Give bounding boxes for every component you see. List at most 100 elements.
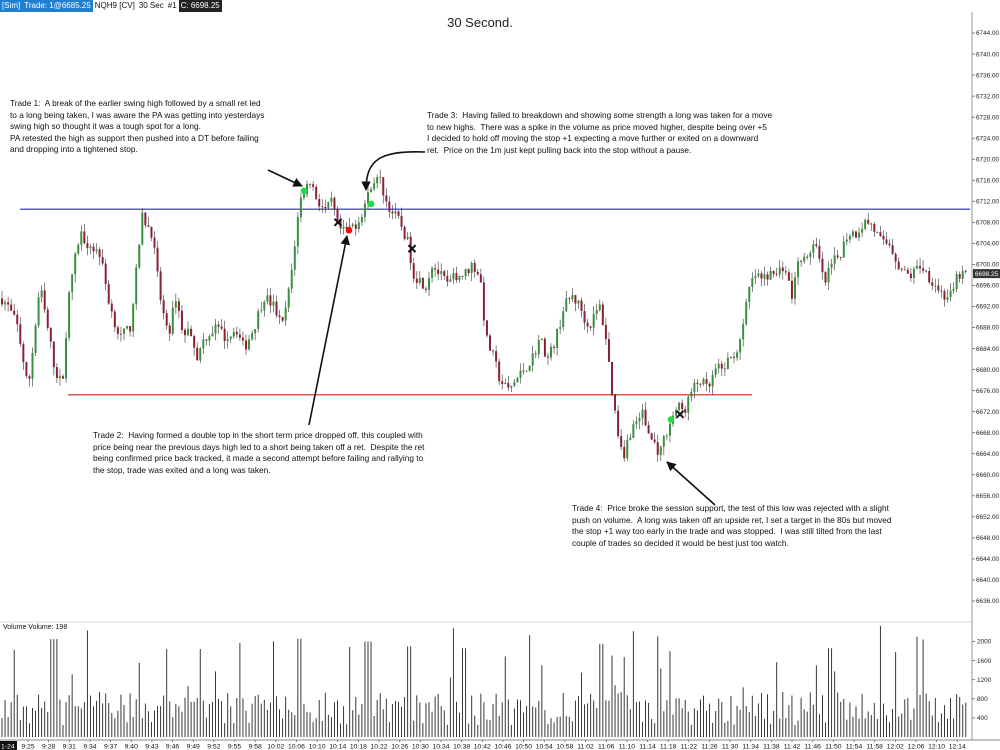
- candle-body: [482, 282, 485, 321]
- candle-body: [739, 339, 742, 353]
- candle-body: [861, 228, 864, 233]
- candle-body: [116, 327, 119, 334]
- annotation-trade3: Trade 3: Having failed to breakdown and …: [427, 110, 773, 155]
- candle-body: [589, 326, 592, 328]
- candle-body: [232, 331, 235, 337]
- candle-body: [363, 203, 366, 218]
- last-price-badge: C: 6698.25: [178, 0, 222, 12]
- candle-body: [489, 335, 491, 351]
- candle-body: [659, 446, 662, 455]
- candle-body: [766, 274, 769, 280]
- candle-body: [1, 298, 3, 305]
- price-tick-label: 6656.00: [976, 493, 1000, 500]
- candle-body: [467, 269, 470, 274]
- candle-body: [620, 436, 623, 447]
- long-entry-marker: [667, 416, 675, 423]
- candle-body: [760, 273, 763, 279]
- candle-body: [696, 382, 699, 384]
- candle-body: [257, 311, 260, 330]
- candle-body: [790, 280, 793, 299]
- time-tick-label: 9:52: [207, 744, 220, 750]
- candle-body: [168, 325, 171, 334]
- candle-body: [937, 285, 940, 291]
- candle-body: [220, 326, 223, 329]
- candle-body: [83, 231, 86, 244]
- candle-body: [479, 274, 482, 283]
- candle-body: [800, 261, 803, 263]
- candle-body: [342, 226, 345, 229]
- candle-body: [147, 225, 150, 227]
- candle-body: [351, 224, 354, 227]
- candle-body: [211, 333, 214, 337]
- candle-body: [95, 249, 98, 252]
- candle-body: [784, 271, 787, 273]
- exit-marker: [407, 244, 417, 253]
- volume-tick-label: 1600: [977, 658, 992, 665]
- candle-body: [769, 270, 772, 280]
- candle-body: [781, 267, 784, 272]
- time-tick-label: 9:37: [104, 744, 117, 750]
- candle-body: [13, 310, 16, 315]
- candle-body: [711, 375, 714, 387]
- candle-body: [763, 274, 766, 279]
- candle-body: [238, 334, 241, 338]
- candle-body: [406, 236, 409, 240]
- annotation-arrow: [666, 461, 716, 506]
- trade-badge[interactable]: Trade: 1@6685.25: [22, 0, 93, 12]
- instrument-label[interactable]: NQH9 [CV]: [94, 1, 135, 10]
- candle-body: [580, 300, 583, 312]
- candle-body: [144, 212, 147, 226]
- time-tick-label: 10:02: [267, 744, 284, 750]
- candle-body: [98, 249, 101, 258]
- candles: [1, 169, 967, 462]
- candle-body: [668, 423, 671, 436]
- candle-body: [845, 239, 848, 242]
- time-tick-label: 9:25: [21, 744, 34, 750]
- candle-body: [742, 324, 745, 340]
- candle-body: [906, 269, 909, 274]
- volume-bars: [1, 625, 967, 737]
- candle-body: [461, 275, 464, 277]
- price-tick-label: 6704.00: [976, 241, 1000, 248]
- time-tick-label: 9:28: [42, 744, 55, 750]
- candle-body: [400, 215, 403, 227]
- account-badge[interactable]: [Sim]: [0, 0, 23, 12]
- candle-body: [516, 377, 519, 383]
- candle-body: [678, 402, 681, 410]
- candle-body: [611, 361, 613, 395]
- candle-body: [891, 245, 894, 254]
- price-tick-label: 6644.00: [976, 556, 1000, 563]
- price-tick-label: 6716.00: [976, 177, 1000, 184]
- time-tick-label: 9:31: [63, 744, 76, 750]
- candle-body: [113, 311, 116, 328]
- candle-body: [586, 322, 589, 327]
- candle-body: [537, 340, 540, 355]
- candle-body: [604, 324, 607, 340]
- candle-body: [864, 219, 867, 229]
- candle-body: [745, 301, 748, 325]
- candle-body: [684, 409, 687, 413]
- annotation-arrow: [308, 235, 351, 426]
- candle-body: [598, 304, 601, 311]
- candle-body: [266, 295, 269, 302]
- candle-body: [171, 307, 174, 334]
- candle-body: [330, 197, 333, 202]
- candle-body: [379, 177, 382, 179]
- candle-body: [473, 262, 476, 272]
- candle-body: [22, 343, 25, 363]
- candle-body: [71, 274, 74, 293]
- candle-body: [165, 313, 168, 326]
- date-box: [0, 741, 17, 750]
- time-tick-label: 10:42: [474, 744, 491, 750]
- price-tick-label: 6728.00: [976, 114, 1000, 121]
- candle-body: [190, 328, 193, 337]
- candle-body: [336, 208, 339, 221]
- candle-body: [699, 383, 702, 385]
- candle-body: [964, 270, 967, 272]
- interval-label[interactable]: 30 Sec: [138, 1, 164, 10]
- current-price-label: 6698.25: [975, 271, 999, 278]
- candle-body: [748, 287, 751, 302]
- candle-body: [873, 223, 876, 232]
- candle-body: [443, 271, 446, 276]
